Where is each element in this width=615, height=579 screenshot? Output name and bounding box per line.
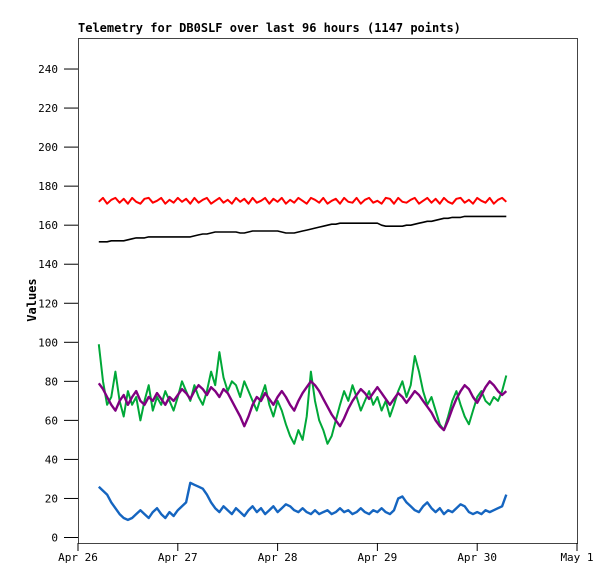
chart-title: Telemetry for DB0SLF over last 96 hours … (78, 21, 461, 35)
y-axis-ticks: 0 20 40 60 80 100 120 140 160 180 200 220 240 (38, 63, 78, 545)
series-channel-purple (97, 380, 508, 432)
x-tick-label: Apr 26 (58, 551, 98, 564)
y-tick-label: 20 (45, 492, 58, 505)
y-tick-label: 100 (38, 336, 58, 349)
x-axis-ticks: Apr 26 Apr 27 Apr 28 Apr 29 Apr 30 May 1 (58, 543, 594, 564)
y-tick-label: 240 (38, 63, 58, 76)
y-tick-label: 220 (38, 102, 58, 115)
series-channel-black (98, 215, 507, 243)
plot-border (78, 38, 578, 544)
y-tick-label: 120 (38, 297, 58, 310)
series-channel-green (97, 344, 508, 445)
y-tick-label: 60 (45, 414, 58, 427)
data-series (97, 196, 508, 522)
y-tick-label: 160 (38, 219, 58, 232)
y-tick-label: 200 (38, 141, 58, 154)
x-tick-label: Apr 29 (358, 551, 398, 564)
y-tick-label: 40 (45, 453, 58, 466)
series-channel-red (98, 196, 507, 205)
series-channel-blue (97, 481, 508, 522)
y-tick-label: 180 (38, 180, 58, 193)
x-tick-label: Apr 30 (457, 551, 497, 564)
y-axis-label: Values (25, 278, 39, 321)
x-tick-label: Apr 27 (158, 551, 198, 564)
x-tick-label: Apr 28 (258, 551, 298, 564)
x-tick-label: May 1 (560, 551, 593, 564)
y-tick-label: 140 (38, 258, 58, 271)
y-tick-label: 0 (51, 532, 58, 545)
y-tick-label: 80 (45, 375, 58, 388)
